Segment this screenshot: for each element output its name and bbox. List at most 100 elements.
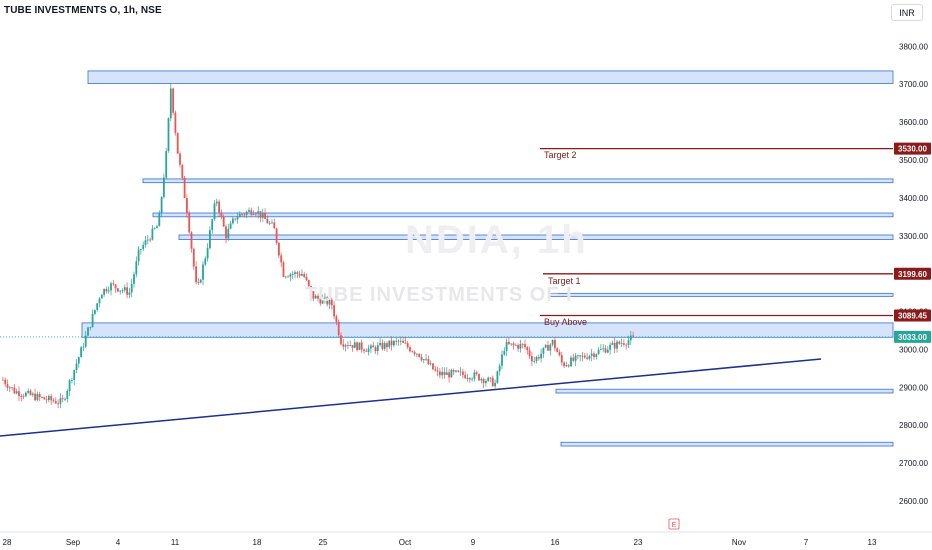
price-axis[interactable]: 2600.002700.002800.002900.003000.003100.…: [894, 42, 931, 506]
earnings-icon: [668, 518, 680, 530]
candle-body: [11, 387, 13, 389]
candle-body: [544, 344, 547, 348]
candle-body: [340, 335, 342, 345]
candle-body: [255, 213, 257, 215]
candle-body: [333, 305, 335, 317]
candle-body: [498, 365, 501, 372]
candle-body: [298, 273, 301, 276]
candle-body: [388, 340, 391, 348]
candle-body: [121, 290, 124, 292]
candle-body: [163, 177, 165, 198]
candle-body: [89, 326, 92, 328]
candle-body: [356, 342, 358, 351]
chart-title: TUBE INVESTMENTS O, 1h, NSE: [4, 5, 162, 16]
y-tick-label: 2800.00: [899, 421, 928, 430]
candle-body: [280, 255, 283, 263]
watermark-symbol: NDIA, 1h: [405, 218, 588, 262]
target-lines-layer[interactable]: [540, 147, 893, 317]
sr-zone-2: [142, 178, 894, 184]
candle-body: [80, 347, 82, 358]
candle-body: [632, 335, 634, 337]
candle-body: [172, 88, 174, 113]
candle-body: [347, 345, 349, 346]
candle-body: [114, 284, 117, 289]
candle-body: [213, 203, 216, 220]
candle-body: [264, 213, 266, 219]
candle-body: [514, 344, 517, 346]
zone-layer: [81, 70, 894, 447]
candle-body: [376, 345, 379, 352]
candle-body: [119, 290, 122, 292]
sr-zone-5: [549, 292, 894, 297]
candle-body: [96, 303, 99, 310]
candle-body: [18, 391, 20, 397]
x-tick-label: 23: [634, 538, 643, 547]
candle-body: [535, 356, 538, 362]
time-axis[interactable]: 28 Sep 4 11 18 25 Oct 9 16 23 Nov 7 13 E: [0, 518, 932, 547]
candle-body: [165, 151, 168, 178]
candle-body: [629, 335, 632, 341]
candle-body: [312, 291, 315, 299]
candle-body: [436, 370, 439, 372]
candle-body: [413, 351, 416, 354]
candle-body: [261, 213, 264, 218]
candle-body: [266, 218, 269, 224]
candle-body: [586, 357, 588, 359]
candle-body: [27, 390, 30, 393]
candle-body: [45, 399, 48, 401]
candle-body: [556, 348, 559, 353]
candle-body: [133, 274, 135, 284]
x-tick-label: 9: [471, 538, 476, 547]
sr-zone-7: [555, 388, 894, 394]
candle-body: [128, 292, 131, 295]
candle-body: [146, 239, 149, 241]
candle-body: [549, 344, 552, 351]
candle-body: [234, 218, 237, 220]
candle-body: [117, 288, 119, 292]
candle-body: [441, 371, 444, 376]
candle-body: [61, 398, 64, 400]
candle-body: [602, 348, 605, 350]
candle-body: [503, 350, 506, 355]
candle-body: [192, 248, 195, 267]
price-label-box: [894, 330, 931, 343]
candle-body: [305, 277, 308, 281]
candle-body: [432, 363, 434, 370]
sr-zone-8: [560, 441, 894, 447]
candle-body: [590, 353, 593, 356]
price-label-text: 3530.00: [898, 145, 927, 154]
trendline-layer[interactable]: [0, 358, 822, 437]
candle-body: [36, 393, 39, 401]
candle-body: [328, 299, 331, 305]
candle-body: [84, 335, 87, 347]
candle-body: [153, 228, 156, 229]
candle-body: [284, 276, 287, 278]
candle-body: [73, 370, 76, 381]
price-label-box: [894, 267, 931, 280]
candle-body: [583, 355, 586, 358]
candle-body: [600, 349, 602, 350]
candle-body: [627, 340, 630, 345]
candle-body: [301, 273, 303, 276]
candle-body: [59, 398, 62, 404]
candle-body: [71, 380, 73, 381]
candle-body: [482, 378, 485, 384]
currency-button[interactable]: INR: [891, 4, 923, 21]
candle-body: [572, 357, 575, 361]
candle-body: [422, 359, 425, 361]
candle-body: [294, 272, 296, 274]
candle-body: [142, 244, 145, 250]
candle-body: [158, 213, 161, 227]
candle-body: [416, 353, 418, 355]
candle-body: [402, 340, 404, 343]
y-tick-label: 3000.00: [899, 345, 928, 354]
y-tick-label: 3300.00: [899, 232, 928, 241]
candle-body: [110, 283, 112, 291]
candle-body: [25, 392, 27, 397]
candle-body: [399, 340, 402, 342]
candle-body: [581, 355, 584, 357]
candle-body: [579, 355, 582, 357]
candle-body: [195, 266, 197, 283]
candle-body: [275, 228, 278, 243]
